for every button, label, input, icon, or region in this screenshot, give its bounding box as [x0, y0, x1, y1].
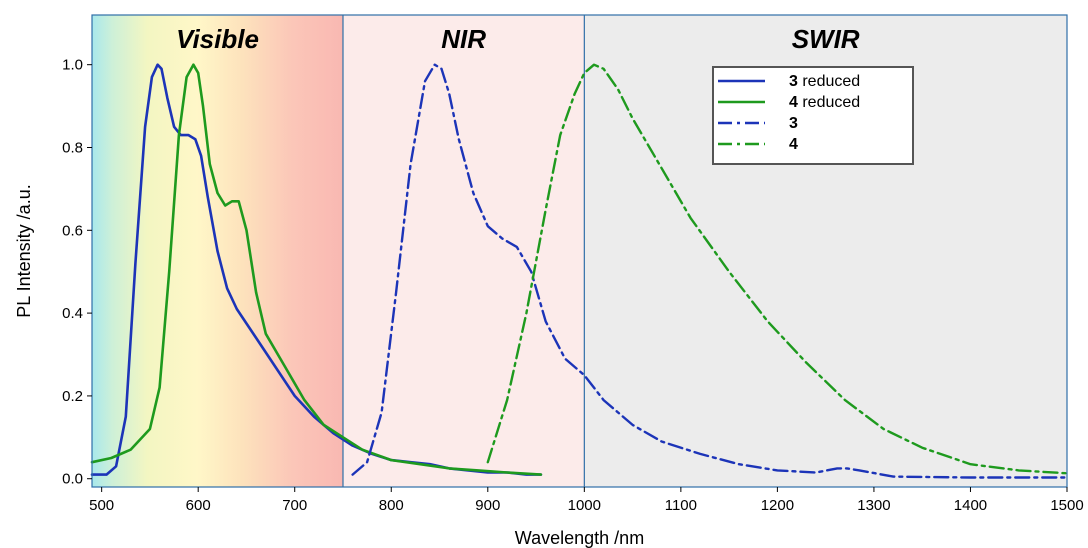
x-tick-label: 1500	[1050, 497, 1083, 514]
y-axis-title: PL Intensity /a.u.	[14, 184, 34, 317]
region-label-swir: SWIR	[792, 24, 860, 54]
y-tick-label: 0.0	[62, 471, 83, 488]
legend-label: 3 reduced	[789, 73, 860, 90]
series-line-3	[351, 63, 1069, 479]
axes: 500 600 700 800 900 1000 1100 1200 1300 1400 1500 0…	[62, 57, 1084, 514]
y-tick-label: 0.2	[62, 388, 83, 405]
region-nir-band	[342, 15, 585, 487]
x-tick-label: 800	[379, 497, 404, 514]
legend: 3 reduced 4 reduced 3 4	[712, 66, 914, 165]
legend-label: 4	[789, 136, 798, 153]
x-tick-label: 600	[186, 497, 211, 514]
region-label-nir: NIR	[441, 24, 486, 54]
data-series	[90, 63, 1069, 479]
legend-label: 4 reduced	[789, 94, 860, 111]
legend-box	[712, 66, 914, 165]
x-tick-label: 1300	[857, 497, 890, 514]
y-tick-label: 0.6	[62, 222, 83, 239]
x-tick-label: 900	[475, 497, 500, 514]
x-tick-label: 1400	[954, 497, 987, 514]
x-tick-label: 1100	[665, 497, 697, 514]
plot-frame	[91, 14, 1068, 488]
y-tick-label: 0.4	[62, 305, 83, 322]
y-tick-label: 1.0	[62, 57, 83, 74]
x-tick-label: 1200	[761, 497, 794, 514]
x-tick-label: 700	[282, 497, 307, 514]
x-tick-label: 1000	[568, 497, 601, 514]
legend-label: 3	[789, 115, 798, 132]
series-line-4	[486, 63, 1069, 475]
x-axis-title: Wavelength /nm	[515, 528, 644, 548]
series-line-2	[90, 63, 543, 476]
y-tick-label: 0.8	[62, 139, 83, 156]
x-tick-label: 500	[89, 497, 114, 514]
region-label-visible: Visible	[176, 24, 259, 54]
spectral-regions: Visible NIR SWIR	[92, 15, 1067, 487]
